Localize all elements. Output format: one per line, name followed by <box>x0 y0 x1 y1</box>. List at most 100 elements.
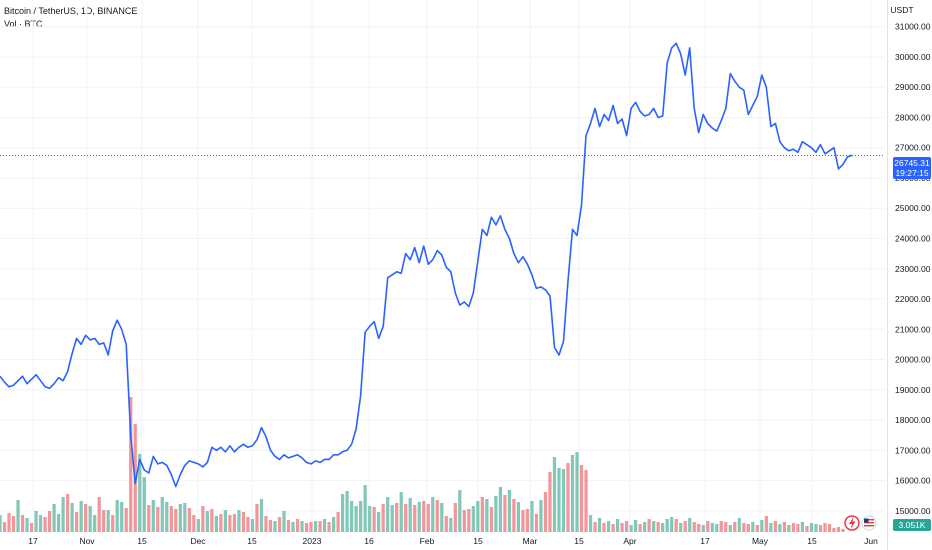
volume-bar <box>494 496 498 532</box>
volume-bar <box>196 519 200 532</box>
volume-bar <box>345 491 349 532</box>
volume-bar <box>241 512 246 532</box>
volume-bar <box>268 520 273 532</box>
volume-bar <box>192 515 196 532</box>
volume-bar <box>219 514 223 532</box>
volume-bar <box>458 490 462 532</box>
volume-bar <box>836 527 841 532</box>
volume-bar <box>823 523 827 532</box>
volume-bar <box>386 497 390 532</box>
volume-bar <box>0 515 2 532</box>
volume-bar <box>65 494 70 532</box>
volume-bar <box>210 509 214 532</box>
volume-bar <box>809 523 814 532</box>
volume-indicator-label: Vol · BTC <box>4 19 43 29</box>
volume-bar <box>512 499 516 532</box>
volume-bar <box>697 524 701 532</box>
volume-bar <box>579 465 584 532</box>
volume-bar <box>489 507 493 532</box>
volume-bar <box>318 521 322 532</box>
volume-bar <box>476 501 480 532</box>
volume-bar <box>525 509 530 532</box>
date-tick-label: 2023 <box>303 536 322 546</box>
chart-title: Bitcoin / TetherUS, 1D, BINANCE <box>4 6 138 16</box>
volume-bar <box>178 504 182 532</box>
volume-bar <box>2 522 7 532</box>
date-tick-label: 15 <box>807 536 817 546</box>
volume-bar <box>620 523 624 532</box>
volume-bar <box>818 525 823 532</box>
date-tick-label: 17 <box>28 536 38 546</box>
volume-bar <box>223 510 228 532</box>
volume-bar <box>633 520 638 532</box>
volume-bar <box>79 501 83 532</box>
date-tick-label: 15 <box>137 536 147 546</box>
volume-bar <box>507 490 512 532</box>
volume-bar <box>638 524 642 532</box>
price-axis-unit: USDT <box>890 5 913 15</box>
price-tick-label: 29000.00 <box>895 82 931 92</box>
volume-bar <box>593 522 597 532</box>
volume-bar <box>205 511 209 532</box>
volume-bar <box>156 507 160 532</box>
volume-bar <box>674 519 678 532</box>
volume-bar <box>746 524 750 532</box>
volume-bar <box>395 503 399 532</box>
volume-bar <box>304 523 309 532</box>
volume-bar <box>377 512 381 532</box>
volume-bar <box>404 504 408 532</box>
volume-bar <box>773 521 777 532</box>
volume-bar <box>273 521 277 532</box>
volume-bar <box>417 502 421 532</box>
volume-bar <box>201 506 205 532</box>
volume-bar <box>782 522 787 532</box>
volume-bar <box>422 501 426 532</box>
volume-bar <box>498 487 503 532</box>
price-tick-label: 20000.00 <box>895 355 931 365</box>
date-tick-label: Dec <box>190 536 206 546</box>
volume-bar <box>570 455 575 532</box>
volume-bar <box>800 522 805 532</box>
volume-bar <box>737 518 741 532</box>
volume-bar <box>102 510 106 532</box>
volume-bar <box>214 516 219 532</box>
us-flag-icon[interactable] <box>861 515 877 531</box>
price-tick-label: 17000.00 <box>895 445 931 455</box>
volume-bar <box>557 468 561 532</box>
volume-bar <box>516 502 521 532</box>
volume-bar <box>588 515 593 532</box>
volume-bar <box>453 503 457 532</box>
volume-bar <box>106 510 110 532</box>
volume-bar <box>38 515 43 532</box>
volume-bar <box>300 521 304 532</box>
volume-bar <box>340 494 345 532</box>
price-tick-label: 19000.00 <box>895 385 931 395</box>
volume-bar <box>295 519 300 532</box>
volume-bar <box>688 518 692 532</box>
price-tick-label: 31000.00 <box>895 22 931 32</box>
volume-bar <box>701 525 705 532</box>
volume-bar <box>728 525 732 532</box>
volume-bar <box>237 510 241 532</box>
volume-bar <box>643 522 647 532</box>
volume-bar <box>349 501 354 532</box>
volume-bar <box>503 495 507 532</box>
current-price-value: 26745.31 <box>894 158 930 168</box>
volume-bar <box>543 492 548 532</box>
current-volume-value: 3.051K <box>899 520 926 530</box>
volume-bar <box>733 522 737 532</box>
volume-bar <box>534 514 539 532</box>
volume-bar <box>530 501 534 532</box>
volume-bar <box>435 500 439 532</box>
date-tick-label: Mar <box>523 536 538 546</box>
date-tick-label: 15 <box>247 536 257 546</box>
tradingview-lightning-icon[interactable] <box>844 515 860 531</box>
volume-bar <box>277 517 282 532</box>
date-tick-label: Apr <box>623 536 636 546</box>
volume-bar <box>147 505 151 532</box>
volume-bar <box>174 509 178 532</box>
volume-bar <box>84 504 88 532</box>
volume-bar <box>760 520 764 532</box>
volume-bar <box>70 503 74 532</box>
